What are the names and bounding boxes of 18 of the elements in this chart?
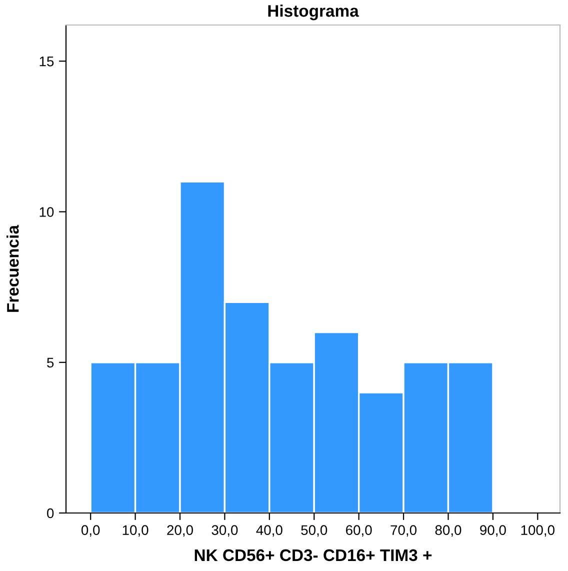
- x-tick-label: 40,0: [256, 525, 282, 537]
- x-tick-label: 80,0: [435, 525, 462, 537]
- y-tick-label: 10: [40, 207, 54, 217]
- x-tick-label: 0,0: [81, 525, 100, 537]
- y-axis-title: Frecuencia: [6, 224, 19, 312]
- x-tick-label: 70,0: [390, 525, 417, 537]
- y-tick-label: 15: [40, 56, 54, 66]
- y-tick-label: 5: [47, 358, 54, 368]
- x-tick-label: 90,0: [480, 525, 506, 537]
- x-axis-title: NK CD56+ CD3- CD16+ TIM3 +: [194, 549, 432, 562]
- x-tick-label: 100,0: [521, 525, 554, 537]
- chart-title: Histograma: [268, 4, 359, 20]
- x-tick-label: 20,0: [167, 525, 193, 537]
- x-tick-label: 30,0: [212, 525, 238, 537]
- x-tick-label: 10,0: [122, 525, 148, 537]
- x-tick-label: 50,0: [301, 525, 328, 537]
- x-tick-label: 60,0: [346, 525, 372, 537]
- y-tick-label: 0: [47, 508, 54, 518]
